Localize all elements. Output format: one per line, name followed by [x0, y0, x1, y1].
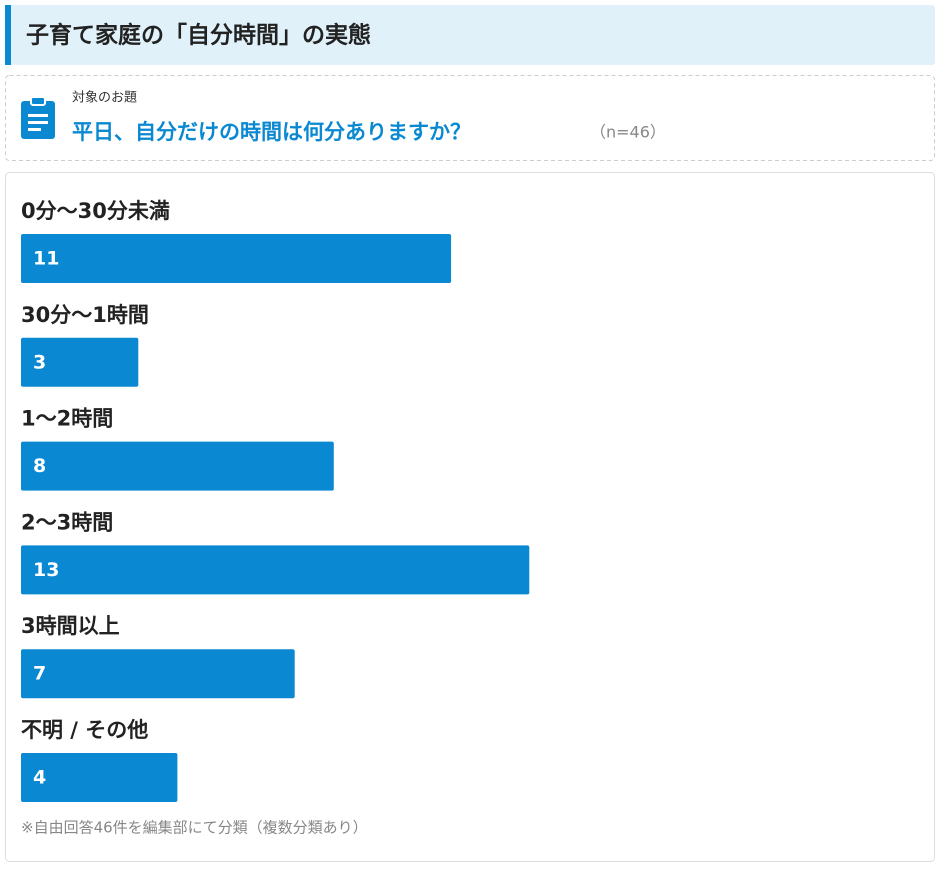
bar — [21, 337, 139, 387]
bar — [21, 441, 334, 491]
value-label: 8 — [33, 455, 46, 477]
category-label: 3時間以上 — [21, 614, 120, 638]
category-label: 0分〜30分未満 — [21, 199, 170, 223]
topic-question: 平日、自分だけの時間は何分ありますか？ — [72, 120, 471, 144]
value-label: 7 — [33, 663, 46, 685]
topic-label: 対象のお題 — [72, 91, 137, 106]
category-label: 1〜2時間 — [21, 407, 113, 431]
header-title: 子育て家庭の「自分時間」の実態 — [26, 22, 371, 49]
header-box — [5, 5, 935, 65]
topic-sample: （n=46） — [590, 123, 666, 142]
bar — [21, 753, 178, 802]
header-accent — [5, 5, 11, 65]
category-label: 30分〜1時間 — [21, 303, 149, 327]
bar — [21, 545, 530, 595]
value-label: 13 — [33, 559, 59, 581]
clipboard-icon — [21, 96, 55, 139]
bar — [21, 649, 295, 699]
category-label: 不明 / その他 — [21, 718, 148, 742]
topic-box — [5, 75, 935, 161]
value-label: 4 — [33, 767, 46, 789]
value-label: 3 — [33, 351, 46, 373]
value-label: 11 — [33, 248, 59, 270]
note: ※自由回答46件を編集部にて分類（複数分類あり） — [21, 819, 368, 837]
category-label: 2〜3時間 — [21, 510, 113, 534]
bar-chart: 0分〜30分未満 11 30分〜1時間 3 1〜2時間 8 2〜3時間 13 3時間以上 7 不明 … — [21, 199, 530, 802]
bar — [21, 234, 452, 283]
